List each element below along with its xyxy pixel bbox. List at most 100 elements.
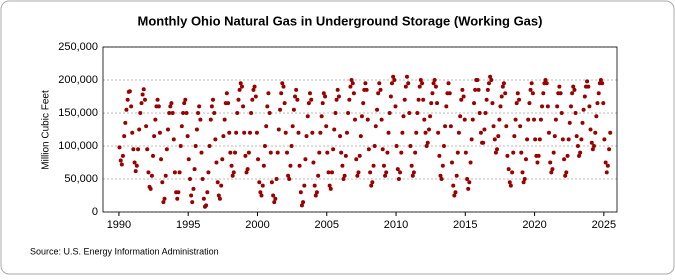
- point: [422, 117, 427, 122]
- point: [476, 87, 481, 92]
- point: [221, 134, 226, 139]
- point: [357, 153, 362, 158]
- point: [290, 124, 295, 129]
- point: [193, 144, 198, 148]
- point: [370, 180, 375, 185]
- point: [163, 173, 168, 178]
- point: [553, 117, 558, 122]
- point: [371, 163, 376, 168]
- point: [426, 127, 431, 132]
- point: [375, 107, 380, 112]
- point: [446, 81, 451, 86]
- point: [472, 101, 477, 106]
- point: [185, 134, 190, 139]
- point: [312, 183, 317, 188]
- point: [392, 78, 397, 82]
- point: [316, 173, 321, 178]
- point: [579, 137, 584, 142]
- x-tick-label: 2005: [315, 219, 339, 231]
- point: [211, 97, 216, 102]
- point: [588, 127, 593, 132]
- point: [247, 130, 252, 135]
- point: [205, 190, 210, 195]
- point: [384, 170, 389, 175]
- point: [122, 134, 127, 139]
- point: [169, 101, 174, 106]
- point: [429, 101, 434, 106]
- point: [511, 150, 516, 155]
- point: [578, 150, 583, 155]
- point: [275, 150, 280, 155]
- point: [132, 160, 137, 165]
- point: [386, 130, 391, 135]
- point: [130, 130, 135, 135]
- point: [314, 190, 319, 195]
- point: [165, 127, 170, 132]
- point: [269, 180, 274, 185]
- point: [604, 170, 609, 175]
- point: [555, 104, 560, 109]
- point: [123, 120, 128, 125]
- point: [498, 104, 503, 109]
- x-tick-label: 2025: [592, 219, 616, 231]
- point: [136, 147, 141, 152]
- point: [469, 137, 474, 142]
- point: [323, 94, 328, 99]
- point: [443, 124, 448, 129]
- point: [343, 153, 348, 158]
- point: [586, 84, 591, 89]
- point: [125, 97, 130, 102]
- point: [563, 173, 568, 178]
- point: [478, 130, 483, 135]
- point: [213, 137, 218, 142]
- point: [131, 147, 136, 152]
- point: [319, 114, 324, 119]
- point: [566, 137, 571, 142]
- point: [181, 111, 186, 115]
- point: [311, 160, 316, 165]
- point: [170, 111, 175, 115]
- point: [197, 104, 202, 109]
- point: [182, 101, 187, 106]
- point: [545, 104, 550, 109]
- point: [458, 114, 463, 119]
- point: [449, 160, 454, 165]
- point: [541, 91, 546, 96]
- point: [183, 97, 188, 102]
- point: [460, 87, 465, 92]
- point: [453, 190, 458, 195]
- point: [188, 177, 193, 181]
- point: [454, 173, 459, 178]
- point: [189, 193, 194, 198]
- point: [333, 111, 338, 115]
- point: [348, 84, 353, 89]
- point: [499, 94, 504, 99]
- point: [305, 114, 310, 119]
- x-tick-label: 1995: [176, 219, 200, 231]
- point: [184, 111, 189, 115]
- point: [256, 157, 261, 162]
- point: [282, 101, 287, 106]
- point: [378, 87, 383, 92]
- point: [501, 81, 506, 86]
- point: [486, 81, 491, 86]
- point: [590, 147, 595, 152]
- point: [546, 130, 551, 135]
- point: [144, 124, 149, 129]
- point: [459, 97, 464, 102]
- point: [608, 130, 613, 135]
- point: [278, 107, 283, 112]
- point: [483, 111, 488, 115]
- point: [482, 127, 487, 132]
- point: [451, 183, 456, 188]
- point: [363, 81, 368, 86]
- point: [493, 150, 498, 155]
- point: [347, 97, 352, 102]
- point: [571, 84, 576, 89]
- point: [146, 170, 151, 175]
- point: [233, 150, 238, 155]
- point: [351, 91, 356, 96]
- point: [477, 111, 482, 115]
- point: [527, 101, 532, 106]
- point: [318, 130, 323, 135]
